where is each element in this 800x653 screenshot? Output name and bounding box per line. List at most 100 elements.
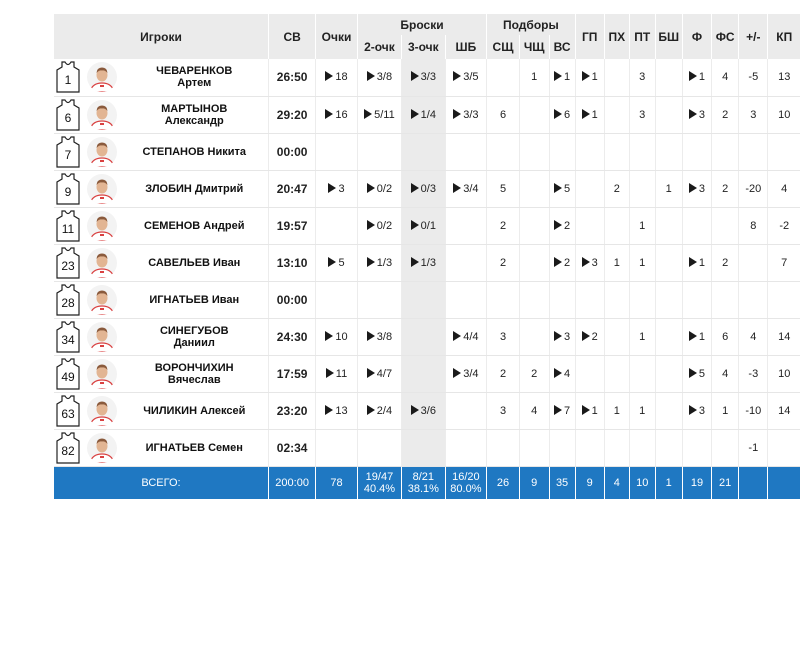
player-last-name[interactable]: ИГНАТЬЕВ Иван — [149, 293, 240, 306]
player-last-name[interactable]: СИНЕГУБОВ — [159, 324, 229, 337]
player-free-throws[interactable]: 3/4 — [444, 170, 487, 208]
player-first-name[interactable]: Даниил — [173, 336, 215, 349]
player-name-cell[interactable]: СЕМЕНОВ Андрей — [120, 207, 269, 245]
player-avatar[interactable] — [87, 321, 118, 352]
player-assists[interactable]: 1 — [574, 96, 605, 134]
player-fouls[interactable]: 1 — [681, 244, 712, 282]
player-three-pt[interactable]: 1/3 — [401, 244, 446, 282]
player-fouls[interactable]: 1 — [681, 59, 712, 97]
player-avatar[interactable] — [87, 210, 118, 241]
player-three-pt[interactable]: 1/4 — [401, 96, 446, 134]
col-three-pt[interactable]: 3-очк — [401, 35, 446, 59]
player-free-throws[interactable]: 3/5 — [444, 59, 487, 97]
player-tot-reb[interactable]: 2 — [548, 244, 576, 282]
player-free-throws[interactable]: 3/4 — [444, 355, 487, 393]
player-two-pt[interactable]: 3/8 — [356, 59, 402, 97]
player-three-pt[interactable]: 0/3 — [401, 170, 446, 208]
player-assists[interactable]: 2 — [574, 318, 605, 356]
player-name-cell[interactable]: ИГНАТЬЕВ Иван — [120, 281, 269, 319]
player-fouls[interactable]: 1 — [681, 318, 712, 356]
player-tot-reb[interactable]: 1 — [548, 59, 576, 97]
player-row[interactable]: 49 ВОРОНЧИХИН Вячеслав 17:59 11 4/7 3/4 2 2 4 5 4 -3… — [54, 355, 800, 393]
player-two-pt[interactable]: 0/2 — [356, 207, 402, 245]
player-name-cell[interactable]: МАРТЫНОВ Александр — [120, 96, 269, 134]
player-two-pt[interactable]: 2/4 — [356, 392, 402, 430]
col-free-throws[interactable]: ШБ — [444, 35, 487, 59]
player-row[interactable]: 9 ЗЛОБИН Дмитрий 20:47 3 0/2 0/3 3/4 5 5 2 1 3 2 -20 4 — [54, 170, 800, 208]
player-tot-reb[interactable]: 7 — [548, 392, 576, 430]
player-last-name[interactable]: ЧИЛИКИН Алексей — [143, 404, 246, 417]
col-steals[interactable]: ПХ — [603, 14, 630, 59]
player-fouls[interactable]: 3 — [681, 170, 712, 208]
player-row[interactable]: 28 ИГНАТЬЕВ Иван 00:00 — [54, 281, 800, 319]
player-avatar[interactable] — [87, 173, 118, 204]
player-points[interactable]: 3 — [315, 170, 358, 208]
player-fouls[interactable]: 3 — [681, 392, 712, 430]
player-tot-reb[interactable]: 2 — [548, 207, 576, 245]
player-last-name[interactable]: ИГНАТЬЕВ Семен — [145, 441, 243, 454]
col-fouls-drawn[interactable]: ФС — [711, 14, 739, 59]
player-last-name[interactable]: ЗЛОБИН Дмитрий — [145, 182, 244, 195]
player-last-name[interactable]: МАРТЫНОВ — [161, 102, 228, 115]
player-first-name[interactable]: Вячеслав — [167, 373, 221, 386]
player-name-cell[interactable]: ЗЛОБИН Дмитрий — [120, 170, 269, 208]
player-avatar[interactable] — [87, 284, 118, 315]
col-minutes[interactable]: СВ — [267, 14, 316, 59]
player-points[interactable]: 13 — [315, 392, 358, 430]
player-two-pt[interactable]: 3/8 — [356, 318, 402, 356]
player-three-pt[interactable]: 3/6 — [401, 392, 446, 430]
player-fouls[interactable]: 5 — [681, 355, 712, 393]
player-assists[interactable]: 1 — [574, 59, 605, 97]
player-row[interactable]: 11 СЕМЕНОВ Андрей 19:57 0/2 0/1 2 2 1 8 -2 — [54, 207, 800, 245]
player-points[interactable]: 16 — [315, 96, 358, 134]
player-name-cell[interactable]: САВЕЛЬЕВ Иван — [120, 244, 269, 282]
player-row[interactable]: 82 ИГНАТЬЕВ Семен 02:34 -1 — [54, 429, 800, 467]
col-tot-reb[interactable]: ВС — [548, 35, 576, 59]
player-assists[interactable]: 1 — [574, 392, 605, 430]
player-name-cell[interactable]: ВОРОНЧИХИН Вячеслав — [120, 355, 269, 393]
col-efficiency[interactable]: КП — [767, 14, 800, 59]
col-def-reb[interactable]: ЧЩ — [518, 35, 550, 59]
col-fouls[interactable]: Ф — [681, 14, 712, 59]
player-last-name[interactable]: СТЕПАНОВ Никита — [142, 145, 247, 158]
player-assists[interactable]: 3 — [574, 244, 605, 282]
player-last-name[interactable]: СЕМЕНОВ Андрей — [144, 219, 245, 232]
player-two-pt[interactable]: 0/2 — [356, 170, 402, 208]
player-avatar[interactable] — [87, 432, 118, 463]
player-points[interactable]: 10 — [315, 318, 358, 356]
player-name-cell[interactable]: СИНЕГУБОВ Даниил — [120, 318, 269, 356]
player-two-pt[interactable]: 5/11 — [356, 96, 402, 134]
player-last-name[interactable]: САВЕЛЬЕВ Иван — [148, 256, 241, 269]
player-two-pt[interactable]: 4/7 — [356, 355, 402, 393]
player-avatar[interactable] — [87, 247, 118, 278]
col-turnovers[interactable]: ПТ — [628, 14, 656, 59]
col-plus-minus[interactable]: +/- — [738, 14, 768, 59]
player-row[interactable]: 63 ЧИЛИКИН Алексей 23:20 13 2/4 3/6 3 4 7 1 1 1 3 1 -1… — [54, 392, 800, 430]
player-points[interactable]: 5 — [315, 244, 358, 282]
player-tot-reb[interactable]: 4 — [548, 355, 576, 393]
player-avatar[interactable] — [87, 62, 118, 93]
player-name-cell[interactable]: ИГНАТЬЕВ Семен — [120, 429, 269, 467]
col-off-reb[interactable]: СЩ — [486, 35, 520, 59]
player-avatar[interactable] — [87, 395, 118, 426]
player-last-name[interactable]: ЧЕВАРЕНКОВ — [156, 65, 233, 78]
col-two-pt[interactable]: 2-очк — [356, 35, 402, 59]
player-avatar[interactable] — [87, 99, 118, 130]
player-two-pt[interactable]: 1/3 — [356, 244, 402, 282]
player-first-name[interactable]: Артем — [177, 77, 212, 90]
player-name-cell[interactable]: ЧЕВАРЕНКОВ Артем — [120, 59, 269, 97]
player-tot-reb[interactable]: 6 — [548, 96, 576, 134]
player-fouls[interactable]: 3 — [681, 96, 712, 134]
player-row[interactable]: 34 СИНЕГУБОВ Даниил 24:30 10 3/8 4/4 3 3 2 1 1 6 4 14 — [54, 318, 800, 356]
player-free-throws[interactable]: 4/4 — [444, 318, 487, 356]
player-row[interactable]: 1 ЧЕВАРЕНКОВ Артем 26:50 18 3/8 3/3 3/5 1 1 1 3 1 4 -5… — [54, 59, 800, 97]
player-points[interactable]: 18 — [315, 59, 358, 97]
col-assists[interactable]: ГП — [574, 14, 605, 59]
col-points[interactable]: Очки — [315, 14, 358, 59]
player-row[interactable]: 23 САВЕЛЬЕВ Иван 13:10 5 1/3 1/3 2 2 3 1 1 1 2 7 — [54, 244, 800, 282]
player-name-cell[interactable]: СТЕПАНОВ Никита — [120, 133, 269, 171]
player-free-throws[interactable]: 3/3 — [444, 96, 487, 134]
player-three-pt[interactable]: 0/1 — [401, 207, 446, 245]
player-row[interactable]: 7 СТЕПАНОВ Никита 00:00 — [54, 133, 800, 171]
col-blocks[interactable]: БШ — [654, 14, 683, 59]
